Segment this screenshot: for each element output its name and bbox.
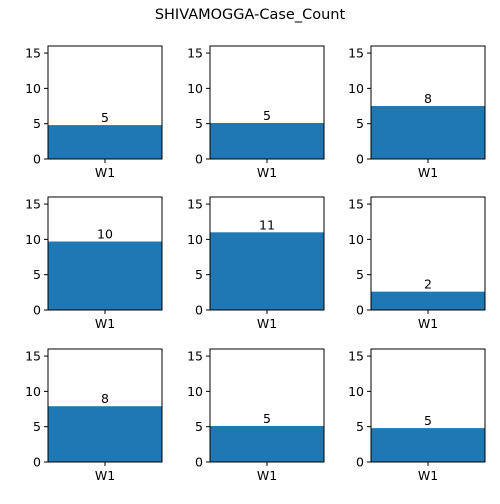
y-tick-label: 0 — [356, 455, 364, 470]
y-tick-label: 15 — [348, 349, 364, 364]
bar-value-label: 2 — [424, 277, 432, 292]
y-tick-label: 15 — [187, 197, 203, 212]
x-tick-label: W1 — [95, 165, 115, 180]
y-tick-label: 0 — [356, 303, 364, 318]
y-tick-label: 0 — [33, 303, 41, 318]
subplot-7: 8 0 5 10 15 W1 — [25, 348, 163, 483]
bar-value-label: 5 — [424, 413, 432, 428]
y-tick-label: 5 — [33, 116, 41, 131]
y-tick-label: 15 — [348, 46, 364, 61]
y-tick-label: 0 — [356, 152, 364, 167]
figure-title: SHIVAMOGGA-Case_Count — [154, 7, 346, 23]
bar — [210, 425, 324, 462]
y-tick-label: 15 — [187, 46, 203, 61]
y-tick-label: 15 — [187, 349, 203, 364]
subplot-4: 10 0 5 10 15 W1 — [25, 196, 163, 331]
x-tick-label: W1 — [257, 165, 277, 180]
y-tick-label: 10 — [187, 81, 203, 96]
bar — [371, 291, 485, 310]
y-tick-label: 10 — [25, 81, 41, 96]
bar-value-label: 5 — [263, 108, 271, 123]
y-tick-label: 0 — [33, 455, 41, 470]
y-tick-label: 5 — [356, 116, 364, 131]
bar — [210, 122, 324, 159]
bar — [48, 241, 162, 310]
x-tick-label: W1 — [418, 165, 438, 180]
y-tick-label: 10 — [25, 232, 41, 247]
x-tick-label: W1 — [95, 316, 115, 331]
y-tick-label: 10 — [348, 384, 364, 399]
bar-value-label: 10 — [97, 226, 113, 241]
bar — [210, 232, 324, 310]
y-tick-label: 0 — [195, 455, 203, 470]
subplot-9: 5 0 5 10 15 W1 — [348, 348, 486, 483]
y-tick-label: 10 — [187, 232, 203, 247]
y-tick-label: 10 — [348, 81, 364, 96]
y-tick-label: 5 — [33, 419, 41, 434]
x-tick-label: W1 — [257, 316, 277, 331]
bar — [371, 428, 485, 462]
bar-value-label: 5 — [263, 411, 271, 426]
y-tick-label: 5 — [356, 267, 364, 282]
subplot-2: 5 0 5 10 15 W1 — [187, 45, 325, 180]
y-tick-label: 15 — [25, 349, 41, 364]
y-tick-label: 5 — [195, 419, 203, 434]
x-tick-label: W1 — [418, 316, 438, 331]
y-tick-label: 15 — [25, 46, 41, 61]
y-tick-label: 5 — [33, 267, 41, 282]
subplot-8: 5 0 5 10 15 W1 — [187, 348, 325, 483]
y-tick-label: 15 — [348, 197, 364, 212]
y-tick-label: 0 — [195, 152, 203, 167]
y-tick-label: 10 — [25, 384, 41, 399]
subplot-1: 5 0 5 10 15 W1 — [25, 45, 163, 180]
y-tick-label: 5 — [356, 419, 364, 434]
x-tick-label: W1 — [95, 468, 115, 483]
y-tick-label: 0 — [195, 303, 203, 318]
subplot-6: 2 0 5 10 15 W1 — [348, 196, 486, 331]
y-tick-label: 10 — [348, 232, 364, 247]
y-tick-label: 5 — [195, 267, 203, 282]
bar-value-label: 8 — [101, 391, 109, 406]
x-tick-label: W1 — [257, 468, 277, 483]
y-tick-label: 10 — [187, 384, 203, 399]
bar-value-label: 11 — [259, 217, 275, 232]
x-tick-label: W1 — [418, 468, 438, 483]
y-tick-label: 0 — [33, 152, 41, 167]
bar — [48, 406, 162, 462]
y-tick-label: 15 — [25, 197, 41, 212]
bar-value-label: 5 — [101, 110, 109, 125]
bar-value-label: 8 — [424, 91, 432, 106]
bar — [371, 106, 485, 159]
bar — [48, 125, 162, 159]
y-tick-label: 5 — [195, 116, 203, 131]
subplot-5: 11 0 5 10 15 W1 — [187, 196, 325, 331]
subplot-3: 8 0 5 10 15 W1 — [348, 45, 486, 180]
